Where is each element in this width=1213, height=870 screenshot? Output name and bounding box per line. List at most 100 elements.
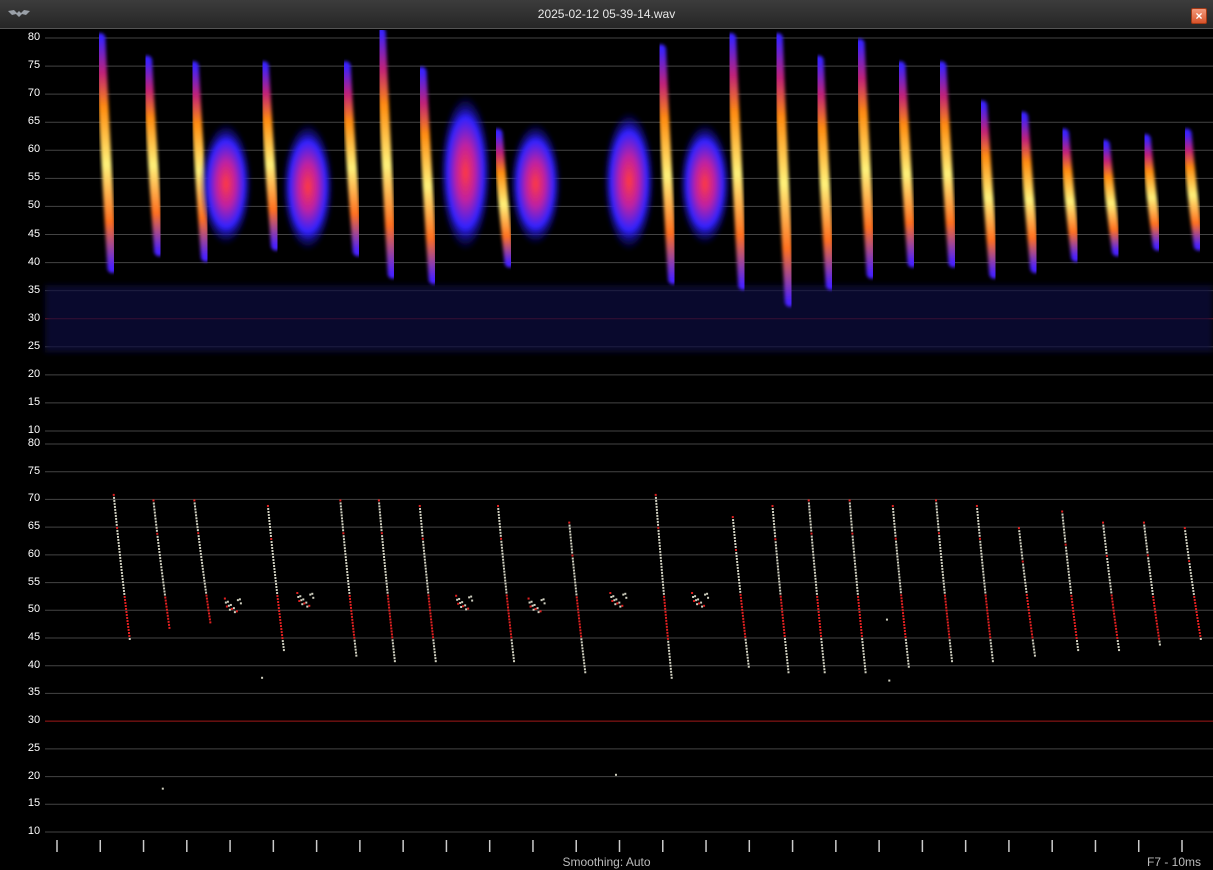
zc-point bbox=[278, 616, 281, 619]
call-trace bbox=[1140, 134, 1163, 251]
zc-point bbox=[737, 569, 740, 572]
zc-point bbox=[271, 550, 274, 553]
zc-point bbox=[945, 606, 948, 609]
zc-point bbox=[657, 532, 660, 535]
call-trace bbox=[1018, 111, 1041, 274]
zc-point bbox=[823, 665, 826, 668]
zc-point bbox=[120, 568, 123, 571]
zc-point bbox=[661, 577, 664, 580]
zc-point bbox=[1192, 593, 1195, 596]
zc-point bbox=[941, 570, 944, 573]
zc-point bbox=[353, 642, 356, 645]
zc-point bbox=[1113, 612, 1116, 615]
zc-point bbox=[1157, 634, 1160, 637]
zc-point bbox=[654, 493, 657, 496]
zc-point bbox=[984, 594, 987, 597]
zc-point bbox=[420, 525, 423, 528]
zc-point bbox=[1111, 597, 1114, 600]
zc-point bbox=[122, 586, 125, 589]
zc-point bbox=[1022, 563, 1025, 566]
zc-point bbox=[774, 544, 777, 547]
zc-point bbox=[278, 613, 281, 616]
zc-point bbox=[945, 609, 948, 612]
zc-point bbox=[859, 623, 862, 626]
zc-point bbox=[311, 592, 314, 595]
zc-point bbox=[778, 583, 781, 586]
zc-point bbox=[856, 586, 859, 589]
zc-point bbox=[893, 522, 896, 525]
zc-point bbox=[938, 541, 941, 544]
zc-point bbox=[576, 599, 579, 602]
zc-point bbox=[497, 510, 500, 513]
zc-point bbox=[1189, 572, 1192, 575]
zc-point bbox=[384, 567, 387, 570]
zc-point bbox=[511, 651, 514, 654]
zc-point bbox=[935, 502, 938, 505]
zc-point bbox=[860, 632, 863, 635]
zc-point bbox=[811, 538, 814, 541]
zc-point bbox=[738, 578, 741, 581]
zc-point bbox=[737, 575, 740, 578]
zc-point bbox=[1075, 634, 1078, 637]
zc-point bbox=[1148, 569, 1151, 572]
zc-point bbox=[807, 502, 810, 505]
zc-point bbox=[297, 596, 300, 598]
zc-point bbox=[528, 601, 531, 604]
zc-point bbox=[940, 555, 943, 558]
bat-icon[interactable] bbox=[6, 6, 32, 22]
zc-point bbox=[431, 630, 434, 633]
zc-point bbox=[654, 496, 657, 499]
zc-point bbox=[980, 549, 983, 552]
zc-point bbox=[343, 541, 346, 544]
y-tick-label: 35 bbox=[27, 283, 41, 296]
zc-point bbox=[906, 653, 909, 656]
zc-point bbox=[1145, 539, 1148, 542]
zc-point bbox=[429, 612, 432, 615]
zc-point bbox=[115, 517, 118, 520]
zc-point bbox=[344, 553, 347, 556]
zc-point bbox=[1197, 626, 1200, 629]
zc-point bbox=[571, 554, 574, 557]
zc-point bbox=[902, 612, 905, 615]
zc-point bbox=[465, 608, 468, 611]
smoothing-label[interactable]: Smoothing: Auto bbox=[562, 855, 651, 869]
zc-point bbox=[904, 635, 907, 638]
zc-point bbox=[309, 593, 312, 596]
zc-point bbox=[852, 547, 855, 550]
zc-point bbox=[737, 572, 740, 575]
zc-point bbox=[901, 606, 904, 609]
zc-point bbox=[863, 656, 866, 659]
zc-point bbox=[660, 559, 663, 562]
zc-point bbox=[113, 499, 116, 502]
zc-point bbox=[428, 600, 431, 603]
zc-point bbox=[782, 625, 785, 628]
zc-point bbox=[511, 645, 514, 648]
zc-point bbox=[539, 610, 542, 613]
y-tick-label: 10 bbox=[27, 825, 41, 837]
zc-point bbox=[202, 573, 205, 576]
zc-point bbox=[530, 600, 533, 603]
zc-point bbox=[743, 626, 746, 629]
zc-point bbox=[432, 642, 435, 645]
zc-point bbox=[784, 641, 787, 644]
zc-point bbox=[116, 532, 119, 535]
zc-point bbox=[1103, 530, 1106, 533]
zc-point bbox=[941, 567, 944, 570]
zc-point bbox=[383, 564, 386, 567]
zc-point bbox=[505, 588, 508, 591]
zc-point bbox=[116, 535, 119, 538]
zc-point bbox=[155, 523, 158, 526]
zc-point bbox=[612, 595, 615, 598]
zc-point bbox=[983, 582, 986, 585]
zc-point bbox=[196, 523, 199, 526]
resolution-label[interactable]: F7 - 10ms bbox=[1146, 855, 1201, 869]
zc-point bbox=[391, 636, 394, 639]
zc-point bbox=[662, 586, 665, 589]
close-button[interactable]: × bbox=[1191, 8, 1207, 24]
zc-point bbox=[1143, 524, 1146, 527]
zc-point bbox=[126, 619, 129, 622]
zc-point bbox=[662, 583, 665, 586]
zc-point bbox=[391, 642, 394, 645]
zc-point bbox=[1116, 639, 1119, 642]
zc-point bbox=[1027, 606, 1030, 609]
